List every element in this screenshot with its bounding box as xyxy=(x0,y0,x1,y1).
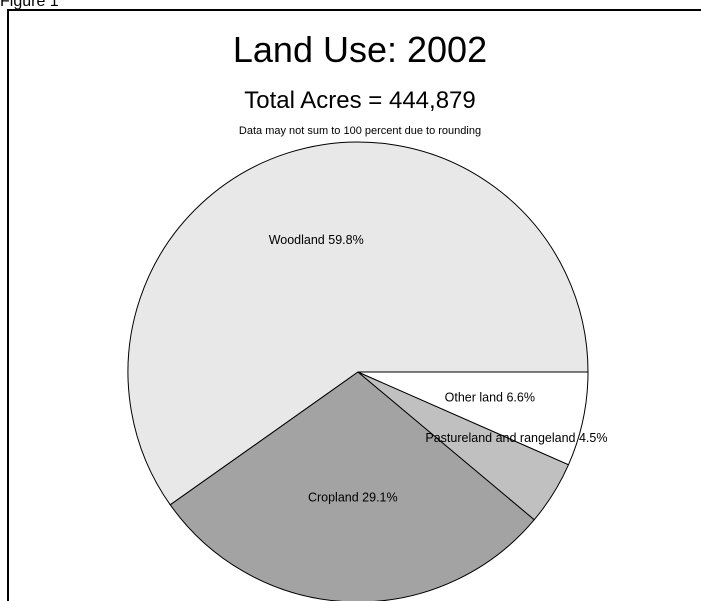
figure-label: Figure 1 xyxy=(0,0,59,10)
pie-label-cropland: Cropland 29.1% xyxy=(308,491,398,505)
chart-title: Land Use: 2002 xyxy=(232,29,488,70)
pie-slice-woodland xyxy=(127,141,589,506)
figure-frame xyxy=(7,9,701,601)
pie-slice-other-land xyxy=(357,371,589,466)
pie-slice-cropland xyxy=(169,371,535,601)
pie-label-pastureland-and-rangeland: Pastureland and rangeland 4.5% xyxy=(425,431,607,445)
pie-slices xyxy=(127,141,589,601)
chart-subtitle: Total Acres = 444,879 xyxy=(244,87,476,114)
chart-note: Data may not sum to 100 percent due to r… xyxy=(238,125,482,137)
pie-labels: Woodland 59.8% Cropland 29.1% Pastureland … xyxy=(269,233,608,505)
pie-label-other-land: Other land 6.6% xyxy=(445,390,535,404)
pie-label-woodland: Woodland 59.8% xyxy=(269,233,364,247)
